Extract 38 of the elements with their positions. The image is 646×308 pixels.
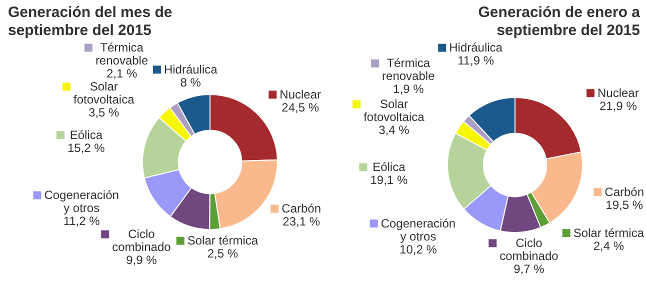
legend-label: Cogeneración y otros <box>44 188 119 216</box>
legend-label: Ciclo combinado <box>112 227 172 254</box>
data-label: 3,4 % <box>378 123 410 138</box>
legend-label: Ciclo combinado <box>500 236 559 264</box>
legend-label: Hidráulica <box>164 62 218 76</box>
data-label: 24,5 % <box>282 100 320 114</box>
data-label: 11,2 % <box>63 214 100 228</box>
legend-label: Nuclear <box>597 86 639 100</box>
legend-label: Carbón <box>282 202 321 216</box>
data-label: 11,9 % <box>458 54 494 68</box>
data-label: 19,1 % <box>370 173 408 188</box>
data-label: 23,1 % <box>282 214 320 229</box>
legend-label: Solar térmica <box>187 234 258 248</box>
legend-label: Solar fotovoltaica <box>74 80 135 107</box>
legend-label: Solar térmica <box>573 226 644 240</box>
data-label: 21,9 % <box>599 98 638 113</box>
legend-label: Térmica renovable <box>382 56 436 84</box>
legend-label: Térmica renovable <box>95 40 148 68</box>
data-label: 9,9 % <box>126 253 158 268</box>
data-label: 1,9 % <box>393 82 424 96</box>
chart-title: Generación de enero a septiembre del 2015 <box>477 4 640 40</box>
data-label: 2,1 % <box>106 66 138 81</box>
data-label: 10,2 % <box>400 242 438 256</box>
data-label: 15,2 % <box>67 140 106 155</box>
legend-label: Solar fotovoltaica <box>364 97 425 124</box>
data-label: 3,5 % <box>88 106 120 120</box>
data-label: 2,5 % <box>207 246 238 261</box>
legend-label: Cogeneración y otros <box>380 216 456 244</box>
data-label: 8 % <box>180 75 202 90</box>
legend-label: Eólica <box>70 128 103 142</box>
data-label: 19,5 % <box>606 198 644 212</box>
legend-label: Eólica <box>372 160 406 174</box>
legend-label: Carbón <box>604 184 644 199</box>
legend-label: Nuclear <box>280 87 322 102</box>
chart-title: Generación del mes de septiembre del 2015 <box>8 4 174 40</box>
data-label: 2,4 % <box>593 238 624 253</box>
legend-label: Hidráulica <box>449 40 503 55</box>
data-label: 9,7 % <box>514 262 545 276</box>
